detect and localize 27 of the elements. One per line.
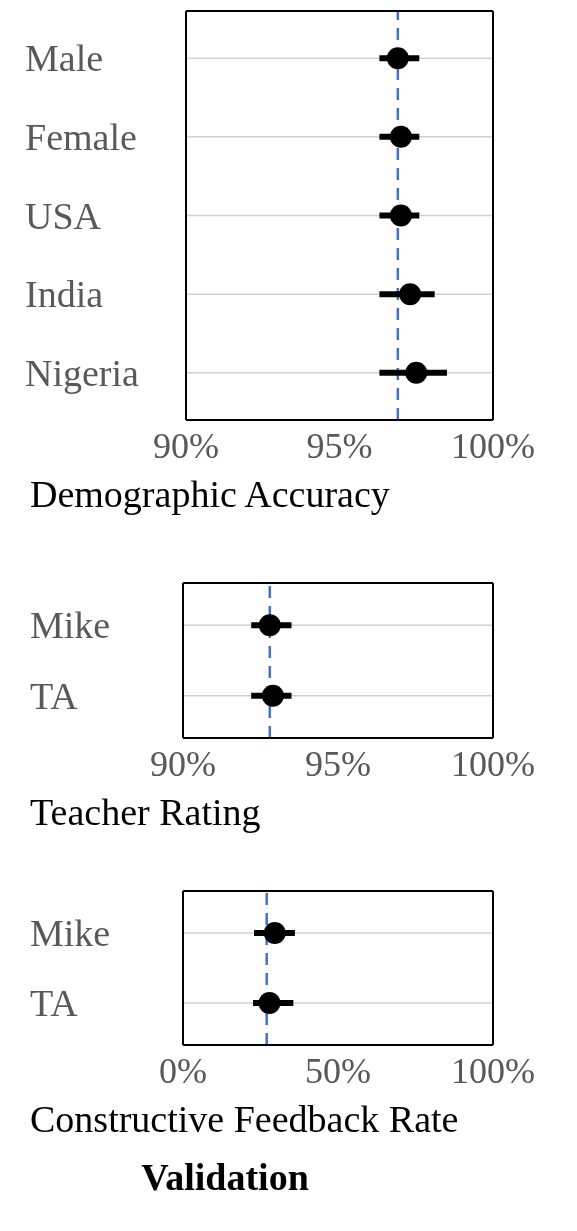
- text: Validation: [140, 1155, 310, 1199]
- x-tick-label: 90%: [150, 744, 216, 784]
- point: [405, 361, 428, 384]
- y-tick-label: Mike: [30, 912, 111, 954]
- point: [386, 47, 409, 70]
- x-tick-label: 100%: [451, 1051, 535, 1091]
- y-tick-label: Mike: [30, 604, 111, 647]
- x-tick-label: 0%: [159, 1051, 207, 1091]
- y-tick-label: Nigeria: [25, 351, 140, 394]
- y-tick-label: Male: [25, 37, 104, 80]
- y-tick-label: TA: [30, 674, 79, 717]
- y-tick-label: USA: [25, 194, 102, 237]
- x-axis-title: Teacher Rating: [30, 790, 261, 834]
- x-tick-label: 90%: [153, 426, 219, 466]
- x-tick-label: 50%: [305, 1051, 371, 1091]
- x-tick-label: 95%: [305, 744, 371, 784]
- point: [399, 283, 422, 306]
- x-tick-label: 100%: [451, 426, 535, 466]
- point: [389, 204, 412, 227]
- x-axis-title: Demographic Accuracy: [30, 472, 390, 516]
- x-tick-label: 95%: [306, 426, 373, 466]
- x-tick-label: 100%: [451, 744, 535, 784]
- y-tick-label: India: [25, 273, 104, 316]
- x-axis-title: Constructive Feedback Rate: [30, 1097, 459, 1141]
- y-tick-label: Female: [25, 115, 137, 158]
- point: [389, 125, 412, 148]
- y-tick-label: TA: [30, 982, 79, 1024]
